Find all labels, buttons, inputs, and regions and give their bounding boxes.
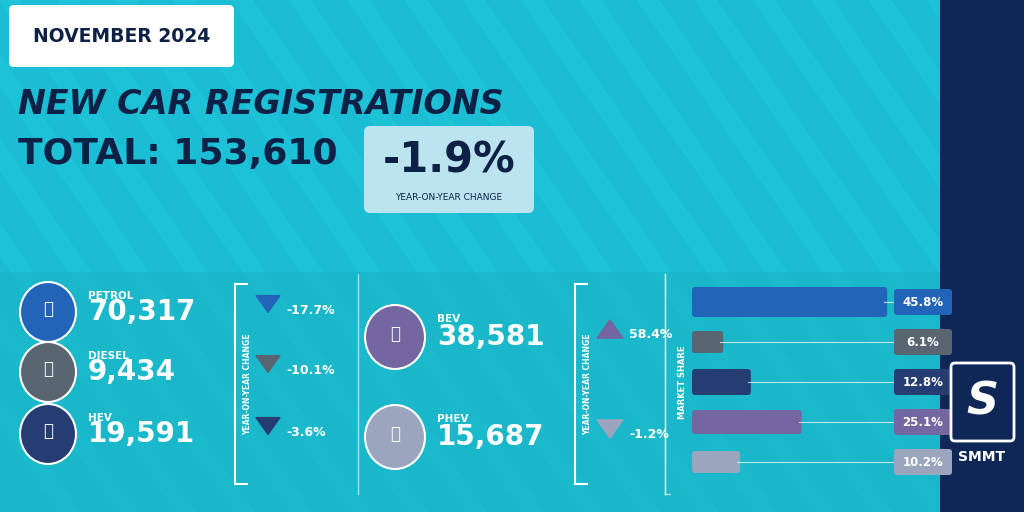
Polygon shape [256,418,280,434]
Text: 12.8%: 12.8% [902,375,943,389]
Text: PETROL: PETROL [88,291,133,301]
Polygon shape [348,0,718,512]
Polygon shape [174,0,544,512]
Polygon shape [256,295,280,312]
FancyBboxPatch shape [894,329,952,355]
FancyBboxPatch shape [894,409,952,435]
Polygon shape [522,0,892,512]
Ellipse shape [20,282,76,342]
FancyBboxPatch shape [692,369,751,395]
Text: S: S [966,380,998,423]
Text: 15,687: 15,687 [437,423,545,451]
Text: PHEV: PHEV [437,414,469,424]
Text: 58.4%: 58.4% [629,329,673,342]
Polygon shape [928,0,1024,512]
Ellipse shape [20,342,76,402]
Bar [0,272,940,512]
Ellipse shape [20,404,76,464]
Text: ⛽: ⛽ [390,425,400,443]
Ellipse shape [365,305,425,369]
FancyBboxPatch shape [364,126,534,213]
Polygon shape [812,0,1024,512]
Text: 10.2%: 10.2% [902,456,943,468]
Polygon shape [58,0,428,512]
Polygon shape [0,0,80,512]
FancyBboxPatch shape [692,410,802,434]
Polygon shape [0,0,254,512]
FancyBboxPatch shape [692,331,723,353]
Text: NOVEMBER 2024: NOVEMBER 2024 [33,27,210,46]
Polygon shape [116,0,486,512]
Text: -17.7%: -17.7% [286,304,335,316]
Polygon shape [232,0,602,512]
Text: YEAR-ON-YEAR CHANGE: YEAR-ON-YEAR CHANGE [395,193,503,202]
Polygon shape [638,0,1008,512]
Text: 38,581: 38,581 [437,323,545,351]
Polygon shape [464,0,834,512]
FancyBboxPatch shape [9,5,234,67]
Text: MARKET SHARE: MARKET SHARE [678,345,687,419]
Text: ⛽: ⛽ [43,360,53,378]
Polygon shape [986,0,1024,512]
Polygon shape [597,320,623,338]
Text: YEAR-ON-YEAR CHANGE: YEAR-ON-YEAR CHANGE [583,333,592,435]
Polygon shape [0,0,312,512]
Polygon shape [0,0,370,512]
Text: 70,317: 70,317 [88,298,196,326]
Text: -1.2%: -1.2% [629,429,669,441]
Text: 9,434: 9,434 [88,358,176,386]
Text: BEV: BEV [437,314,460,324]
Bar [940,0,1024,512]
Text: -1.9%: -1.9% [383,139,515,181]
Text: YEAR-ON-YEAR CHANGE: YEAR-ON-YEAR CHANGE [243,333,252,435]
Polygon shape [0,0,138,512]
Text: ⛽: ⛽ [43,300,53,318]
Text: DIESEL: DIESEL [88,351,129,361]
Text: -3.6%: -3.6% [286,425,326,438]
Text: ⛽: ⛽ [390,325,400,343]
Polygon shape [290,0,660,512]
Text: 25.1%: 25.1% [902,416,943,429]
Text: 45.8%: 45.8% [902,295,943,309]
FancyBboxPatch shape [894,369,952,395]
Text: NEW CAR REGISTRATIONS: NEW CAR REGISTRATIONS [18,88,504,120]
Text: ⛽: ⛽ [43,422,53,440]
FancyBboxPatch shape [894,449,952,475]
Polygon shape [406,0,776,512]
Text: 6.1%: 6.1% [906,335,939,349]
Polygon shape [696,0,1024,512]
Polygon shape [256,356,280,372]
Text: -10.1%: -10.1% [286,364,335,376]
Ellipse shape [365,405,425,469]
Text: 19,591: 19,591 [88,420,196,448]
Polygon shape [754,0,1024,512]
FancyBboxPatch shape [692,451,740,473]
Text: HEV: HEV [88,413,112,423]
Polygon shape [870,0,1024,512]
FancyBboxPatch shape [894,289,952,315]
Text: TOTAL: 153,610: TOTAL: 153,610 [18,137,338,171]
Polygon shape [597,420,623,438]
Polygon shape [0,0,196,512]
Text: SMMT: SMMT [958,450,1006,464]
Polygon shape [580,0,950,512]
FancyBboxPatch shape [692,287,887,317]
